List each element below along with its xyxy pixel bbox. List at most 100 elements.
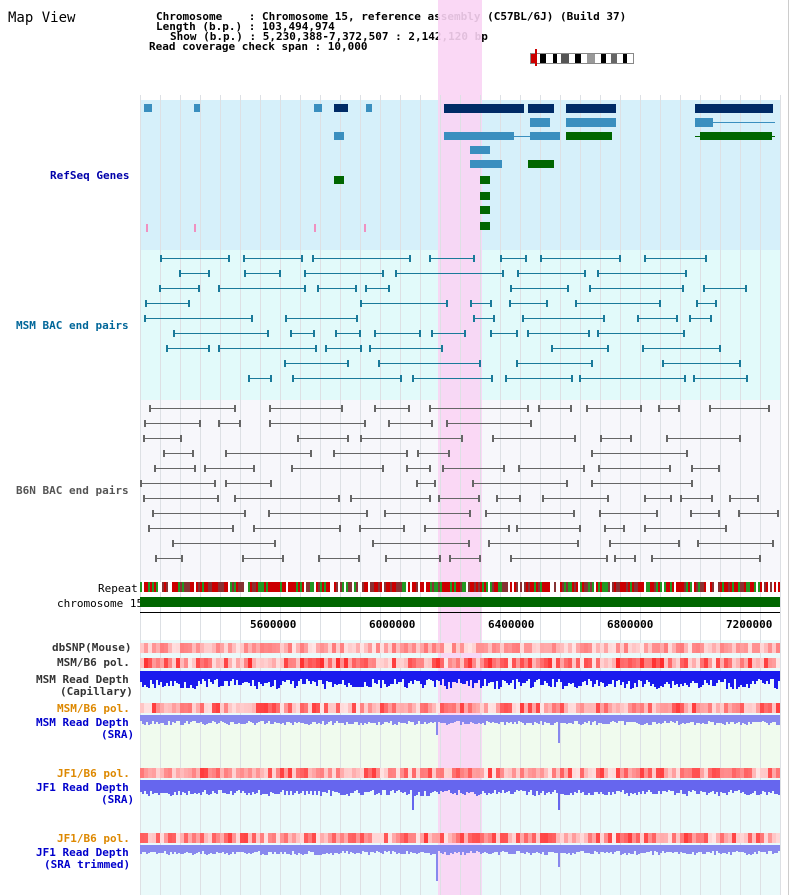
depth-bar [732,671,734,689]
repeat-element [608,582,610,592]
repeat-element [756,582,758,592]
repeat-element [628,582,630,592]
depth-bar [598,780,600,794]
depth-bar [188,715,190,725]
heat-cell [552,833,556,843]
depth-bar [322,780,324,793]
repeat-element [454,582,456,592]
depth-bar [178,715,180,722]
bac-end [745,375,748,382]
heat-cell [324,643,328,653]
depth-bar [778,671,780,681]
depth-bar [676,715,678,722]
depth-bar [186,671,188,689]
depth-bar [518,671,520,682]
track-label-b6n-bac: B6N BAC end pairs [16,484,129,497]
jf1b6-2-heat-track[interactable] [140,833,780,843]
depth-bar [348,715,350,725]
heat-cell [588,643,592,653]
depth-bar [494,715,496,723]
depth-bar [574,780,576,793]
depth-bar [392,780,394,791]
bac-pair [666,438,742,439]
repeat-element [356,582,358,592]
depth-bar [496,780,498,795]
depth-bar [418,671,420,682]
bac-end [502,270,505,277]
chromosome-track[interactable] [140,597,780,607]
depth-bar [506,671,508,684]
depth-bar [316,780,318,796]
heat-cell [492,703,496,713]
repeat-element [346,582,348,592]
bac-end [233,405,236,412]
jf1b6-heat-track[interactable] [140,768,780,778]
bac-end [341,405,344,412]
heat-cell [248,643,252,653]
heat-cell [668,833,672,843]
msmb6-heat-track[interactable] [140,658,780,668]
repeat-element [462,582,464,592]
heat-cell [240,768,244,778]
msm-depth-sra-track[interactable] [140,715,780,743]
depth-bar [250,671,252,686]
repeat-element [442,582,444,592]
depth-bar [414,715,416,725]
refseq-track[interactable] [140,100,780,250]
depth-bar [270,715,272,724]
bac-pair [540,258,621,259]
repeat-element [168,582,170,592]
depth-bar [300,671,302,680]
depth-bar [708,780,710,793]
depth-bar [396,715,398,725]
repeat-track[interactable] [140,582,780,592]
depth-bar [436,780,438,793]
b6n-bac-track[interactable] [140,400,780,580]
bac-pair [395,273,505,274]
depth-bar [738,780,740,791]
heat-cell [308,768,312,778]
heat-cell [660,768,664,778]
depth-bar [310,671,312,684]
repeat-element [504,582,506,592]
msm-bac-track[interactable] [140,250,780,400]
heat-cell [708,658,712,668]
depth-bar [592,845,594,854]
depth-bar [692,780,694,791]
msmb6-2-heat-track[interactable] [140,703,780,713]
depth-bar [378,715,380,723]
depth-bar [600,780,602,793]
bac-pair [484,513,575,514]
heat-cell [176,833,180,843]
heat-cell [428,658,432,668]
depth-bar [588,715,590,721]
heat-cell [732,768,736,778]
jf1-trim-depth-track[interactable] [140,845,780,881]
repeat-element [294,582,296,592]
depth-bar [510,780,512,795]
depth-bar [320,715,322,724]
depth-bar [738,845,740,852]
bac-end [384,555,387,562]
depth-bar [230,845,232,855]
depth-bar [226,671,228,682]
bac-pair [269,408,344,409]
track-label-refseq: RefSeq Genes [50,169,130,182]
depth-bar [254,671,256,686]
bac-end [198,420,201,427]
bac-end [585,405,588,412]
heat-cell [584,703,588,713]
chromosome-ideogram[interactable] [530,53,634,64]
depth-bar [758,845,760,852]
depth-bar [584,671,586,681]
heat-cell [220,643,224,653]
heat-cell [536,703,540,713]
heat-cell [164,658,168,668]
depth-bar [568,715,570,723]
msm-depth-cap-track[interactable] [140,671,780,691]
dbsnp-heat-track[interactable] [140,643,780,653]
bac-end [567,285,570,292]
heat-cell [256,658,260,668]
jf1-depth-track[interactable] [140,780,780,810]
depth-bar [770,845,772,852]
